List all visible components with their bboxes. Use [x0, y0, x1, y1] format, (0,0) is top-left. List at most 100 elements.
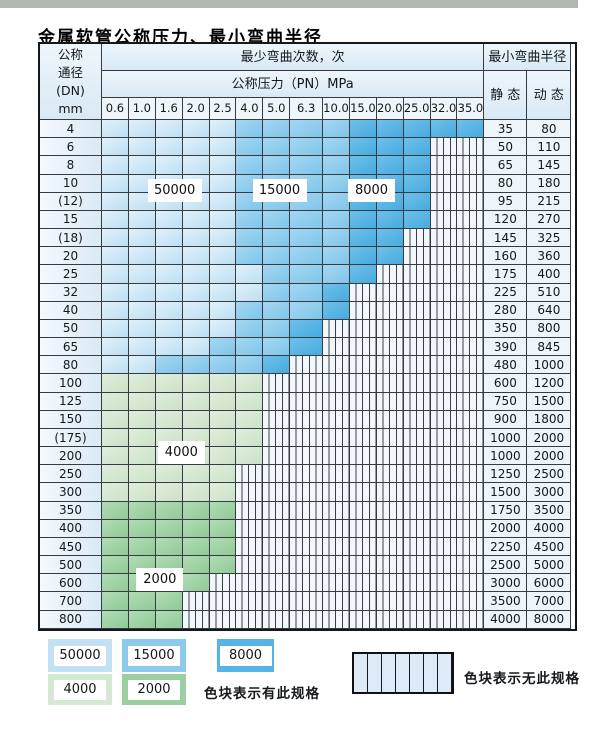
dn-cell: 15 — [40, 210, 102, 230]
avail-cell-dn350-pn6.3 — [290, 501, 324, 520]
avail-cell-dn15-pn4.0 — [236, 210, 264, 230]
avail-cell-dn250-pn20.0 — [376, 465, 404, 484]
dynamic-radius-cell: 800 — [527, 319, 572, 339]
avail-cell-dn300-pn5.0 — [263, 483, 291, 502]
dn-header-line: mm — [58, 100, 83, 116]
pressure-col-10.0: 10.0 — [323, 98, 350, 120]
avail-cell-dn400-pn10.0 — [323, 519, 350, 538]
avail-cell-dn400-pn4.0 — [236, 519, 264, 538]
static-radius-cell: 750 — [484, 392, 528, 411]
avail-cell-dn20-pn6.3 — [290, 247, 324, 266]
static-radius-cell: 95 — [484, 192, 528, 211]
avail-cell-dn300-pn4.0 — [236, 483, 264, 502]
static-radius-cell: 1000 — [484, 428, 528, 448]
dynamic-radius-cell: 215 — [527, 192, 572, 211]
avail-cell-dn65-pn32.0 — [430, 338, 458, 357]
avail-cell-dn50-pn2.5 — [209, 319, 237, 339]
cycle-count-label-50000: 50000 — [147, 179, 202, 203]
pressure-col-0.6: 0.6 — [102, 98, 129, 120]
dynamic-radius-cell: 2000 — [527, 447, 572, 466]
avail-cell-dn300-pn2.5 — [209, 483, 237, 502]
avail-cell-dn150-pn6.3 — [290, 410, 324, 429]
avail-cell-dn800-pn10.0 — [323, 610, 350, 629]
avail-cell-dn800-pn4.0 — [236, 610, 264, 629]
dn-column-header: 公称 通径 (DN) mm — [40, 44, 102, 120]
avail-cell-dn4-pn2.5 — [209, 120, 237, 139]
avail-cell-dn(12)-pn32.0 — [430, 192, 458, 211]
dn-header-line: 通径 — [57, 64, 83, 80]
avail-cell-dn6-pn25.0 — [403, 138, 431, 157]
avail-cell-dn100-pn25.0 — [403, 374, 431, 393]
avail-cell-dn125-pn1.0 — [128, 392, 156, 411]
avail-cell-dn100-pn4.0 — [236, 374, 264, 393]
avail-cell-dn10-pn0.6 — [102, 174, 129, 193]
avail-cell-dn50-pn1.6 — [155, 319, 183, 339]
avail-cell-dn600-pn20.0 — [376, 574, 404, 593]
dynamic-radius-cell: 400 — [527, 265, 572, 284]
dn-cell: (12) — [40, 192, 102, 211]
avail-cell-dn350-pn35.0 — [457, 501, 485, 520]
avail-cell-dn(175)-pn32.0 — [430, 428, 458, 448]
static-radius-cell: 280 — [484, 301, 528, 320]
dn-cell: 40 — [40, 301, 102, 320]
avail-cell-dn(175)-pn4.0 — [236, 428, 264, 448]
avail-cell-dn450-pn2.0 — [182, 537, 210, 557]
avail-cell-dn4-pn15.0 — [349, 120, 377, 139]
avail-cell-dn6-pn6.3 — [290, 138, 324, 157]
avail-cell-dn50-pn10.0 — [323, 319, 350, 339]
legend-striped-swatch — [352, 652, 454, 694]
avail-cell-dn150-pn4.0 — [236, 410, 264, 429]
avail-cell-dn32-pn1.6 — [155, 283, 183, 302]
static-radius-cell: 390 — [484, 338, 528, 357]
avail-cell-dn80-pn25.0 — [403, 356, 431, 375]
avail-cell-dn50-pn32.0 — [430, 319, 458, 339]
avail-cell-dn700-pn2.0 — [182, 592, 210, 611]
avail-cell-dn700-pn10.0 — [323, 592, 350, 611]
avail-cell-dn15-pn15.0 — [349, 210, 377, 230]
avail-cell-dn4-pn32.0 — [430, 120, 458, 139]
avail-cell-dn(18)-pn5.0 — [263, 229, 291, 248]
avail-cell-dn80-pn1.0 — [128, 356, 156, 375]
avail-cell-dn15-pn20.0 — [376, 210, 404, 230]
avail-cell-dn20-pn35.0 — [457, 247, 485, 266]
dn-cell: 10 — [40, 174, 102, 193]
pressure-col-5.0: 5.0 — [263, 98, 291, 120]
avail-cell-dn(175)-pn2.5 — [209, 428, 237, 448]
avail-cell-dn(18)-pn20.0 — [376, 229, 404, 248]
avail-cell-dn6-pn0.6 — [102, 138, 129, 157]
avail-cell-dn350-pn10.0 — [323, 501, 350, 520]
avail-cell-dn8-pn2.5 — [209, 156, 237, 175]
avail-cell-dn450-pn10.0 — [323, 537, 350, 557]
avail-cell-dn25-pn25.0 — [403, 265, 431, 284]
legend-value: 2000 — [128, 679, 180, 700]
legend-absent-note: 色块表示无此规格 — [464, 671, 580, 687]
avail-cell-dn500-pn20.0 — [376, 556, 404, 575]
legend-value: 8000 — [219, 645, 272, 666]
avail-cell-dn150-pn0.6 — [102, 410, 129, 429]
avail-cell-dn200-pn2.5 — [209, 447, 237, 466]
avail-cell-dn65-pn2.0 — [182, 338, 210, 357]
avail-cell-dn600-pn4.0 — [236, 574, 264, 593]
avail-cell-dn600-pn6.3 — [290, 574, 324, 593]
avail-cell-dn50-pn25.0 — [403, 319, 431, 339]
avail-cell-dn50-pn4.0 — [236, 319, 264, 339]
dynamic-radius-cell: 325 — [527, 229, 572, 248]
avail-cell-dn800-pn2.5 — [209, 610, 237, 629]
avail-cell-dn32-pn1.0 — [128, 283, 156, 302]
dynamic-radius-cell: 180 — [527, 174, 572, 193]
avail-cell-dn600-pn10.0 — [323, 574, 350, 593]
avail-cell-dn6-pn32.0 — [430, 138, 458, 157]
avail-cell-dn250-pn1.6 — [155, 465, 183, 484]
avail-cell-dn(175)-pn6.3 — [290, 428, 324, 448]
avail-cell-dn8-pn5.0 — [263, 156, 291, 175]
avail-cell-dn4-pn5.0 — [263, 120, 291, 139]
avail-cell-dn32-pn20.0 — [376, 283, 404, 302]
avail-cell-dn25-pn6.3 — [290, 265, 324, 284]
avail-cell-dn(175)-pn5.0 — [263, 428, 291, 448]
avail-cell-dn250-pn2.0 — [182, 465, 210, 484]
avail-cell-dn6-pn10.0 — [323, 138, 350, 157]
avail-cell-dn4-pn4.0 — [236, 120, 264, 139]
avail-cell-dn600-pn15.0 — [349, 574, 377, 593]
avail-cell-dn125-pn1.6 — [155, 392, 183, 411]
avail-cell-dn200-pn4.0 — [236, 447, 264, 466]
